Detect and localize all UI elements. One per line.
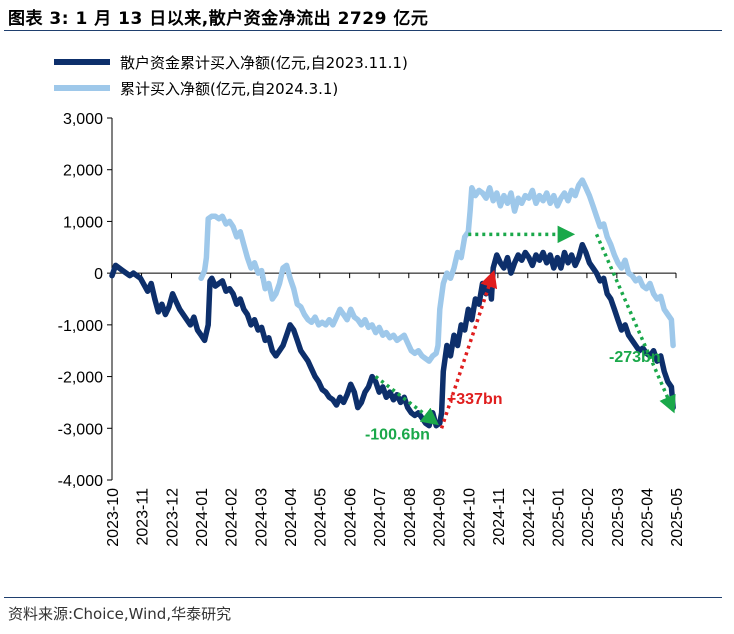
annotation-label: -273bn xyxy=(609,349,661,366)
series-line-since-2024-03 xyxy=(198,177,676,364)
x-tick-label: 2025-01 xyxy=(550,488,567,547)
annotation-arrow xyxy=(594,233,676,414)
x-tick-label: 2024-08 xyxy=(402,488,419,547)
x-tick-label: 2025-04 xyxy=(639,488,656,547)
y-tick-label: -4,000 xyxy=(58,473,103,490)
annotation-label: -100.6bn xyxy=(365,427,430,444)
x-tick-label: 2024-03 xyxy=(254,488,271,547)
x-tick-label: 2023-11 xyxy=(135,488,152,546)
annotation-label: +337bn xyxy=(447,391,503,408)
legend-label-dark: 散户资金累计买入净额(亿元,自2023.11.1) xyxy=(120,54,408,72)
x-tick-label: 2024-09 xyxy=(432,488,449,547)
legend: 散户资金累计买入净额(亿元,自2023.11.1) 累计买入净额(亿元,自202… xyxy=(54,54,408,98)
x-tick-label: 2024-07 xyxy=(372,488,389,547)
x-tick-label: 2024-10 xyxy=(461,488,478,547)
x-tick-label: 2024-12 xyxy=(521,488,538,547)
x-tick-label: 2024-05 xyxy=(313,488,330,547)
x-tick-label: 2025-05 xyxy=(669,488,686,547)
axes: 3,000 2,000 1,000 0 -1,000 -2,000 -3,000 -4,000… xyxy=(58,111,686,547)
x-tick-label: 2024-01 xyxy=(194,488,211,547)
y-tick-label: -2,000 xyxy=(58,370,103,387)
series-layer xyxy=(109,177,676,429)
y-tick-label: -3,000 xyxy=(58,421,103,438)
annotation-layer: -100.6bn +337bn -273bn xyxy=(365,225,676,444)
x-tick-label: 2023-12 xyxy=(164,488,181,547)
x-tick-label: 2025-03 xyxy=(610,488,627,547)
x-tick-label: 2023-10 xyxy=(105,488,122,547)
y-tick-label: 2,000 xyxy=(63,163,103,180)
x-tick-label: 2024-04 xyxy=(283,488,300,547)
source-divider xyxy=(4,597,722,598)
title-divider xyxy=(4,30,722,31)
x-tick-label: 2024-11 xyxy=(491,488,508,546)
x-tick-label: 2024-06 xyxy=(343,488,360,547)
y-tick-label: 1,000 xyxy=(63,214,103,231)
y-tick-label: 3,000 xyxy=(63,111,103,128)
y-tick-label: -1,000 xyxy=(58,318,103,335)
x-tick-label: 2024-02 xyxy=(224,488,241,547)
legend-label-light: 累计买入净额(亿元,自2024.3.1) xyxy=(120,80,338,98)
annotation-arrow xyxy=(374,375,439,426)
chart: 散户资金累计买入净额(亿元,自2023.11.1) 累计买入净额(亿元,自202… xyxy=(54,54,686,547)
x-tick-label: 2025-02 xyxy=(580,488,597,547)
source-note: 资料来源:Choice,Wind,华泰研究 xyxy=(8,605,232,623)
y-tick-label: 0 xyxy=(94,266,103,283)
chart-title: 图表 3: 1 月 13 日以来,散户资金净流出 2729 亿元 xyxy=(8,9,429,29)
